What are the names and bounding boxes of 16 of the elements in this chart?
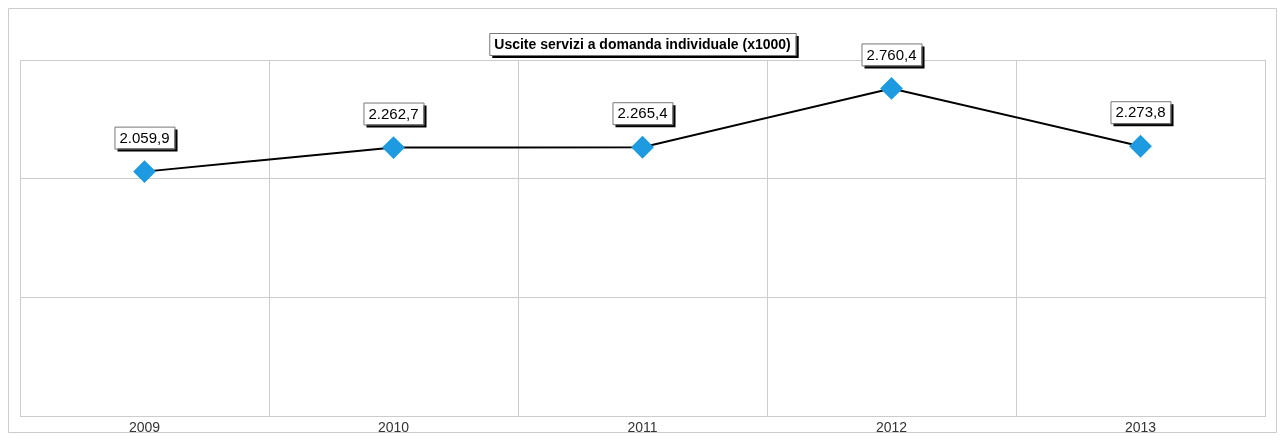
x-tick-label: 2013 bbox=[1124, 419, 1157, 436]
point bbox=[133, 160, 156, 183]
x-tick-label: 2009 bbox=[128, 419, 161, 436]
data-label: 2.760,4 bbox=[866, 45, 917, 63]
chart-title: Uscite servizi a domanda individuale (x1000) bbox=[494, 35, 791, 52]
data-label: 2.059,9 bbox=[119, 128, 170, 146]
point bbox=[1129, 135, 1152, 158]
point bbox=[880, 77, 903, 100]
data-label: 2.265,4 bbox=[617, 104, 668, 122]
point bbox=[631, 136, 654, 159]
data-label: 2.262,7 bbox=[368, 104, 419, 122]
x-tick-label: 2011 bbox=[627, 419, 658, 436]
point bbox=[382, 136, 405, 159]
x-tick-label: 2010 bbox=[377, 419, 410, 436]
x-tick-label: 2012 bbox=[875, 419, 908, 436]
data-label: 2.273,8 bbox=[1115, 103, 1166, 121]
